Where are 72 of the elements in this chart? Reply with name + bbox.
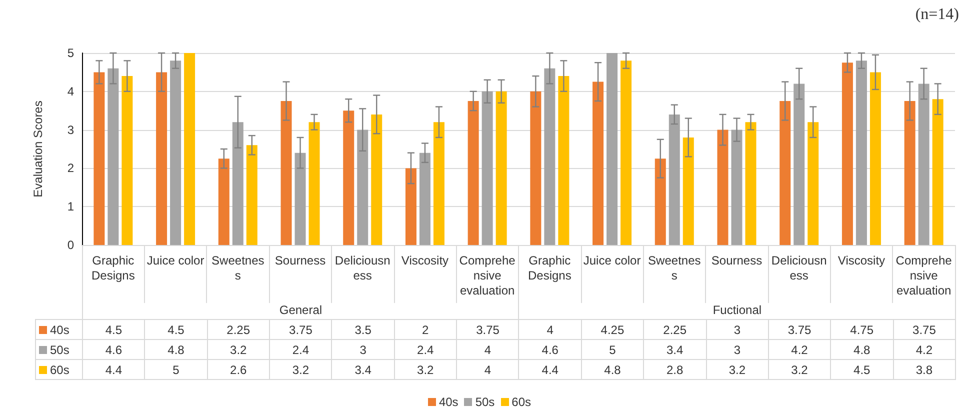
data-label: 2.6 — [207, 360, 270, 380]
data-label: 3.8 — [893, 360, 956, 380]
y-tick-label: 2 — [67, 161, 74, 176]
x-tick-label: Viscosity — [838, 254, 886, 268]
y-tick-label: 5 — [67, 46, 74, 60]
x-tick-label: Juice color — [146, 254, 204, 268]
data-label: 3.2 — [768, 360, 831, 380]
data-label: 5 — [581, 340, 644, 360]
data-label: 2.4 — [394, 340, 457, 360]
legend-label: 40s — [36, 320, 82, 340]
data-label: 3.2 — [270, 360, 332, 380]
x-tick-label: Sweetness — [212, 254, 264, 282]
data-label: 4 — [518, 320, 582, 340]
text: General — [82, 300, 519, 320]
data-label: 4.25 — [581, 320, 644, 340]
data-label: 4.5 — [830, 360, 894, 380]
x-tick-label: Sweetness — [648, 254, 701, 282]
data-label: 4.6 — [82, 340, 145, 360]
x-tick-label: Deliciousness — [334, 254, 390, 282]
x-tick-label: Viscosity — [401, 254, 449, 268]
text: 60s — [512, 395, 532, 409]
text: 40s — [438, 395, 458, 409]
legend-label: 50s — [36, 340, 82, 360]
data-label: 4.4 — [518, 360, 582, 380]
data-label: 4 — [456, 360, 519, 380]
x-tick-label: Sourness — [274, 254, 326, 268]
data-label: 3 — [706, 320, 768, 340]
data-label: 2.4 — [270, 340, 332, 360]
data-label: 3.5 — [332, 320, 394, 340]
data-label: 2 — [394, 320, 457, 340]
data-label: 3.2 — [207, 340, 270, 360]
x-tick-label: Juice color — [583, 254, 641, 268]
data-label: 4.6 — [518, 340, 582, 360]
data-label: 3.2 — [394, 360, 457, 380]
data-label: 3.4 — [644, 340, 706, 360]
x-tick-label: Deliciousness — [771, 254, 827, 282]
data-label: 5 — [144, 360, 208, 380]
x-tick-label: Graphic Designs — [528, 254, 572, 282]
data-label: 3.75 — [893, 320, 956, 340]
data-label: 4.5 — [82, 320, 145, 340]
y-tick-label: 4 — [67, 84, 74, 98]
x-tick-label: Comprehensive evaluation — [896, 254, 952, 298]
data-label: 2.8 — [644, 360, 706, 380]
data-label: 4.75 — [830, 320, 894, 340]
data-label: 4.8 — [581, 360, 644, 380]
y-axis-title: Evaluation Scores — [31, 100, 45, 198]
legend-label: 60s — [36, 360, 82, 380]
text: 50s — [475, 395, 495, 409]
data-label: 3.2 — [706, 360, 768, 380]
data-label: 4.2 — [768, 340, 831, 360]
data-label: 2.25 — [644, 320, 706, 340]
data-label: 3 — [332, 340, 394, 360]
x-tick-label: Sourness — [711, 254, 762, 268]
data-label: 3.4 — [332, 360, 394, 380]
data-label: 4.2 — [893, 340, 956, 360]
data-label: 4 — [456, 340, 519, 360]
text: Fuctional — [518, 300, 956, 320]
y-tick-label: 0 — [67, 238, 74, 252]
y-tick-label: 3 — [67, 122, 74, 137]
data-label: 4.5 — [144, 320, 208, 340]
data-label: 3.75 — [270, 320, 332, 340]
data-label: 2.25 — [207, 320, 270, 340]
data-label: 4.4 — [82, 360, 145, 380]
data-label: 3 — [706, 340, 768, 360]
x-tick-label: Comprehensive evaluation — [459, 254, 516, 298]
data-label: 4.8 — [144, 340, 208, 360]
text: (n=14) — [915, 6, 959, 24]
data-label: 4.8 — [830, 340, 894, 360]
data-label: 3.75 — [768, 320, 831, 340]
data-label: 3.75 — [456, 320, 519, 340]
x-tick-label: Graphic Designs — [92, 254, 135, 282]
y-tick-label: 1 — [67, 200, 74, 214]
